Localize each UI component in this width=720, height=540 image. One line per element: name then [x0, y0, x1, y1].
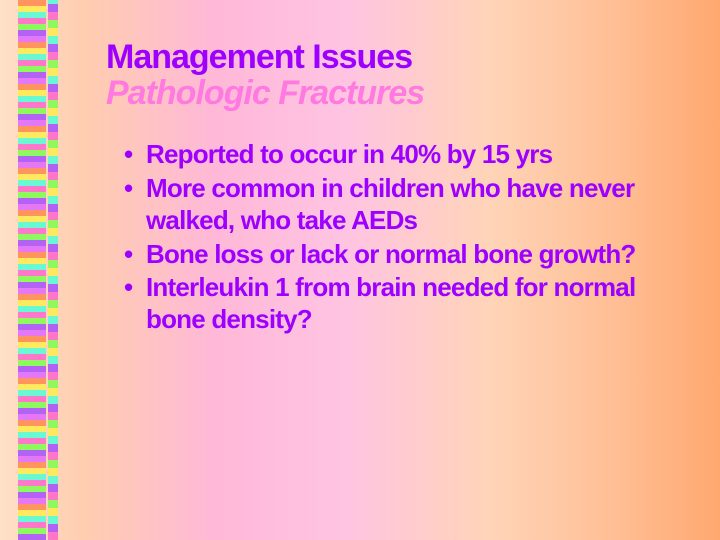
slide-content: Management Issues Pathologic Fractures R… [106, 40, 680, 338]
bullet-list: Reported to occur in 40% by 15 yrs More … [106, 139, 680, 335]
list-item: Bone loss or lack or normal bone growth? [124, 239, 680, 271]
decor-band-right [48, 0, 58, 540]
slide-subtitle: Pathologic Fractures [106, 76, 680, 112]
list-item: Interleukin 1 from brain needed for norm… [124, 272, 680, 335]
list-item: More common in children who have never w… [124, 173, 680, 236]
slide-title: Management Issues [106, 40, 680, 76]
decor-band-left [18, 0, 46, 540]
list-item: Reported to occur in 40% by 15 yrs [124, 139, 680, 171]
